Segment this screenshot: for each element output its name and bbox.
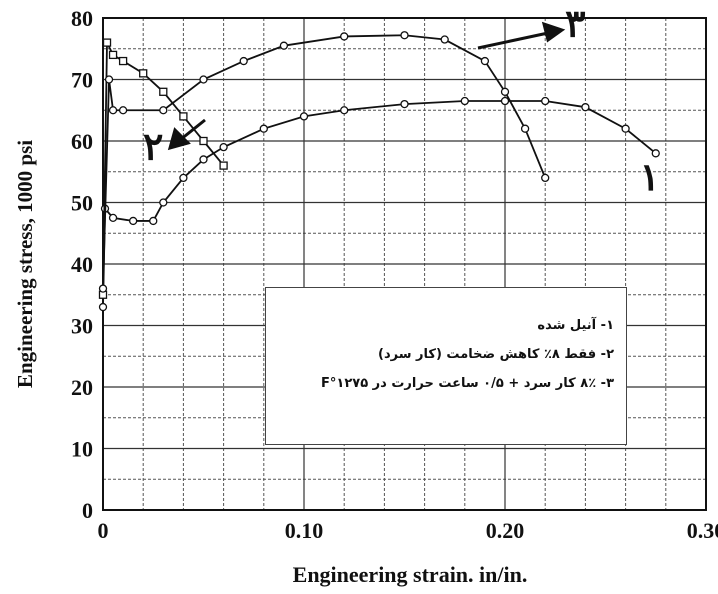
x-axis-label: Engineering strain. in/in.	[293, 562, 528, 587]
y-tick-label: 20	[71, 375, 93, 400]
legend: ۱- آنیل شده ۲- فقط ۸٪ کاهش ضخامت (کار سرد…	[265, 287, 627, 445]
y-tick-label: 10	[71, 437, 93, 462]
marker	[520, 124, 530, 133]
marker	[299, 112, 309, 121]
marker	[159, 106, 168, 115]
marker	[239, 56, 248, 66]
legend-entry: ۳- ۸٪ کار سرد + ۰/۵ ساعت حرارت در ۱۲۷۵°F	[321, 376, 614, 391]
marker	[149, 216, 158, 226]
marker	[340, 32, 349, 41]
marker	[159, 87, 168, 96]
marker	[108, 213, 118, 223]
marker	[179, 173, 188, 183]
arrow-head	[167, 127, 191, 151]
y-axis-label: Engineering stress, 1000 psi	[13, 140, 37, 388]
annotation: ۲	[143, 126, 163, 168]
series-line	[102, 100, 657, 308]
arrow	[179, 118, 206, 142]
marker	[219, 142, 228, 152]
x-tick-label: 0.20	[486, 518, 525, 543]
x-tick-label: 0	[98, 518, 109, 543]
marker	[219, 161, 228, 170]
marker	[500, 96, 510, 106]
marker	[440, 35, 449, 44]
marker	[259, 124, 268, 133]
annotation: ۳	[565, 3, 585, 45]
y-tick-label: 0	[82, 498, 93, 523]
x-tick-label: 0.30	[687, 518, 718, 543]
marker	[400, 31, 409, 40]
marker	[460, 96, 469, 106]
arrow	[477, 31, 549, 50]
marker	[199, 155, 208, 164]
marker	[541, 96, 550, 106]
marker	[541, 173, 550, 183]
marker	[199, 136, 208, 146]
annotation: ۱	[640, 157, 660, 199]
marker	[118, 106, 128, 115]
marker	[621, 124, 630, 133]
marker	[102, 38, 112, 47]
marker	[400, 99, 409, 109]
marker	[98, 284, 108, 293]
y-tick-label: 30	[71, 314, 93, 339]
y-tick-label: 40	[71, 252, 93, 277]
marker	[279, 41, 289, 50]
marker	[104, 75, 114, 84]
marker	[651, 149, 660, 158]
arrow-head	[541, 21, 566, 43]
arrows	[167, 21, 566, 151]
marker	[500, 87, 510, 96]
marker	[139, 69, 148, 78]
marker	[159, 198, 168, 207]
marker	[179, 112, 188, 121]
marker	[581, 103, 590, 112]
marker	[480, 56, 490, 66]
legend-entry: ۲- فقط ۸٪ کاهش ضخامت (کار سرد)	[378, 347, 614, 362]
marker	[108, 106, 118, 115]
marker	[108, 50, 118, 60]
marker	[118, 56, 128, 66]
marker	[340, 106, 349, 115]
marker	[98, 302, 108, 312]
legend-entry: ۱- آنیل شده	[537, 318, 614, 333]
series-line	[102, 34, 547, 289]
x-tick-label: 0.10	[285, 518, 324, 543]
marker	[199, 75, 208, 84]
y-tick-label: 70	[71, 68, 93, 93]
y-tick-label: 60	[71, 129, 93, 154]
marker	[128, 216, 138, 226]
y-tick-label: 50	[71, 191, 93, 216]
y-tick-label: 80	[71, 6, 93, 31]
